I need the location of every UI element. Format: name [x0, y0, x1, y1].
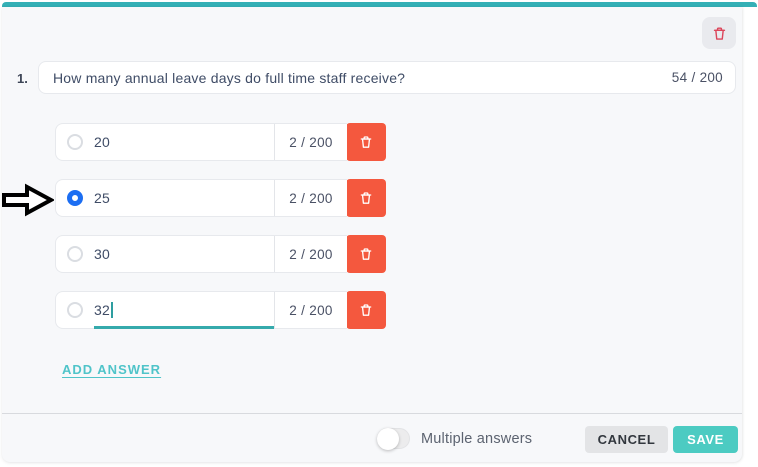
delete-answer-button[interactable]	[346, 179, 386, 217]
answer-input[interactable]: 20	[94, 124, 274, 160]
answer-text: 30	[94, 246, 110, 262]
text-cursor	[110, 302, 113, 318]
trash-icon	[711, 25, 728, 42]
answer-row: 25 2 / 200	[55, 179, 387, 217]
toggle-knob-icon	[377, 428, 399, 450]
answer-box: 20 2 / 200	[55, 123, 347, 161]
row-divider	[274, 292, 275, 328]
question-number: 1.	[17, 71, 28, 86]
radio-icon	[67, 302, 83, 318]
trash-icon	[358, 134, 374, 150]
radio-icon	[67, 190, 83, 206]
answer-row: 32 2 / 200	[55, 291, 387, 329]
cancel-button[interactable]: CANCEL	[585, 426, 668, 453]
answer-text: 20	[94, 134, 110, 150]
trash-icon	[358, 302, 374, 318]
question-char-counter: 54 / 200	[671, 70, 723, 85]
save-button[interactable]: SAVE	[673, 426, 738, 453]
question-card: 1. How many annual leave days do full ti…	[2, 7, 742, 462]
delete-answer-button[interactable]	[346, 235, 386, 273]
trash-icon	[358, 190, 374, 206]
footer-divider	[2, 413, 742, 414]
answer-box: 30 2 / 200	[55, 235, 347, 273]
answer-char-counter: 2 / 200	[289, 246, 333, 262]
delete-question-button[interactable]	[702, 17, 736, 49]
radio-icon	[67, 246, 83, 262]
multiple-answers-toggle[interactable]	[377, 428, 410, 450]
multiple-answers-label: Multiple answers	[421, 431, 533, 447]
answer-char-counter: 2 / 200	[289, 190, 333, 206]
radio-icon	[67, 134, 83, 150]
question-text: How many annual leave days do full time …	[53, 69, 406, 86]
answer-radio[interactable]	[56, 134, 94, 150]
answer-text: 25	[94, 190, 110, 206]
delete-answer-button[interactable]	[346, 123, 386, 161]
answer-char-counter: 2 / 200	[289, 134, 333, 150]
answer-radio[interactable]	[56, 246, 94, 262]
answer-text: 32	[94, 302, 110, 318]
focus-underline	[94, 326, 274, 329]
question-input[interactable]: How many annual leave days do full time …	[38, 61, 736, 94]
trash-icon	[358, 246, 374, 262]
answer-box: 32 2 / 200	[55, 291, 347, 329]
answer-radio[interactable]	[56, 302, 94, 318]
answer-box: 25 2 / 200	[55, 179, 347, 217]
answer-char-counter: 2 / 200	[289, 302, 333, 318]
answer-radio[interactable]	[56, 190, 94, 206]
answer-input[interactable]: 32	[94, 292, 274, 329]
row-divider	[274, 180, 275, 216]
add-answer-button[interactable]: ADD ANSWER	[62, 362, 162, 377]
delete-answer-button[interactable]	[346, 291, 386, 329]
card-accent-bar	[2, 2, 757, 7]
answer-input[interactable]: 25	[94, 180, 274, 216]
row-divider	[274, 236, 275, 272]
answer-row: 30 2 / 200	[55, 235, 387, 273]
right-arrow-annotation-icon	[2, 183, 54, 217]
answer-input[interactable]: 30	[94, 236, 274, 272]
answer-row: 20 2 / 200	[55, 123, 387, 161]
row-divider	[274, 124, 275, 160]
